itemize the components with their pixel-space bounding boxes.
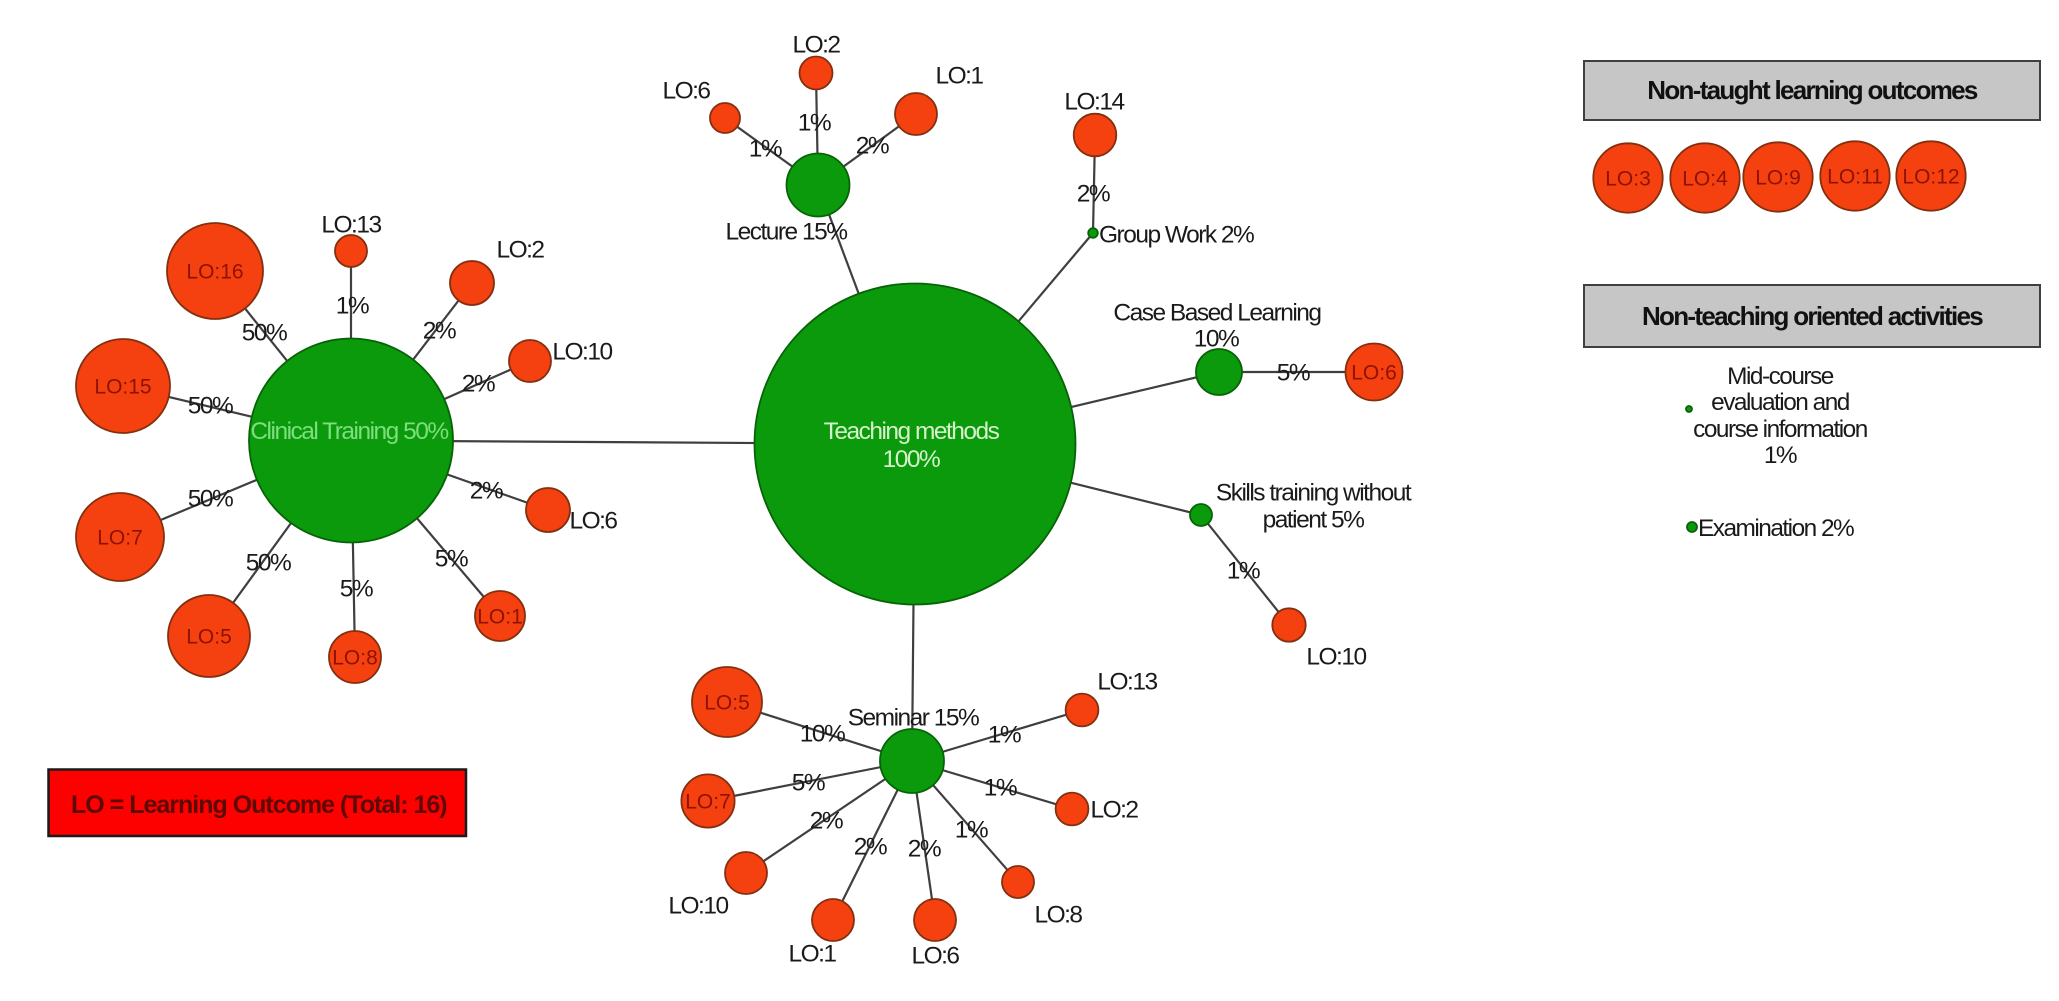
svg-text:Lecture 15%: Lecture 15%: [725, 219, 847, 246]
svg-text:Clinical Training 50%: Clinical Training 50%: [250, 418, 448, 445]
svg-text:LO:14: LO:14: [1064, 89, 1124, 116]
svg-text:5%: 5%: [792, 770, 825, 797]
svg-text:LO:1: LO:1: [935, 63, 983, 90]
svg-text:Mid-course: Mid-course: [1727, 363, 1834, 390]
svg-text:LO:7: LO:7: [97, 527, 143, 550]
svg-text:Seminar 15%: Seminar 15%: [848, 705, 979, 732]
svg-text:LO:13: LO:13: [321, 212, 381, 239]
svg-text:LO:10: LO:10: [552, 339, 612, 366]
svg-text:LO:10: LO:10: [668, 893, 728, 920]
svg-text:1%: 1%: [1764, 442, 1797, 469]
svg-text:LO:3: LO:3: [1605, 168, 1651, 191]
svg-text:LO:1: LO:1: [477, 606, 523, 629]
svg-text:100%: 100%: [883, 446, 940, 473]
svg-text:5%: 5%: [340, 576, 373, 603]
svg-text:LO:12: LO:12: [1902, 166, 1959, 189]
svg-text:LO:2: LO:2: [792, 32, 840, 59]
svg-text:LO:15: LO:15: [94, 376, 151, 399]
svg-text:LO:4: LO:4: [1682, 168, 1728, 191]
svg-text:1%: 1%: [984, 775, 1017, 802]
svg-text:Case Based Learning: Case Based Learning: [1113, 300, 1321, 327]
svg-text:2%: 2%: [462, 371, 495, 398]
svg-text:LO:6: LO:6: [569, 508, 617, 535]
svg-text:1%: 1%: [336, 293, 369, 320]
svg-text:50%: 50%: [188, 486, 233, 513]
svg-text:LO:2: LO:2: [496, 237, 544, 264]
svg-text:50%: 50%: [188, 393, 233, 420]
svg-text:LO:10: LO:10: [1306, 644, 1366, 671]
svg-text:LO = Learning Outcome (Total:: LO = Learning Outcome (Total: 16): [71, 791, 447, 819]
svg-text:LO:1: LO:1: [788, 941, 836, 968]
svg-text:10%: 10%: [800, 721, 845, 748]
svg-text:Teaching methods: Teaching methods: [824, 418, 1000, 445]
svg-text:1%: 1%: [749, 136, 782, 163]
svg-text:LO:7: LO:7: [685, 791, 731, 814]
svg-text:LO:6: LO:6: [911, 943, 959, 970]
svg-text:2%: 2%: [856, 133, 889, 160]
svg-text:LO:6: LO:6: [1351, 362, 1397, 385]
svg-text:LO:16: LO:16: [186, 261, 243, 284]
svg-text:evaluation and: evaluation and: [1711, 389, 1849, 416]
svg-text:LO:5: LO:5: [704, 692, 750, 715]
svg-text:2%: 2%: [908, 836, 941, 863]
svg-text:1%: 1%: [988, 722, 1021, 749]
svg-text:LO:13: LO:13: [1097, 669, 1157, 696]
svg-text:2%: 2%: [810, 808, 843, 835]
svg-text:Skills training without: Skills training without: [1216, 480, 1412, 507]
svg-text:LO:9: LO:9: [1755, 167, 1801, 190]
svg-text:course information: course information: [1693, 416, 1867, 443]
svg-text:10%: 10%: [1194, 326, 1239, 353]
svg-text:Non-taught learning outcomes: Non-taught learning outcomes: [1647, 75, 1978, 105]
svg-text:LO:5: LO:5: [186, 626, 232, 649]
svg-text:5%: 5%: [435, 546, 468, 573]
svg-text:LO:6: LO:6: [662, 78, 710, 105]
svg-text:50%: 50%: [246, 550, 291, 577]
svg-text:2%: 2%: [470, 478, 503, 505]
svg-text:LO:11: LO:11: [1827, 166, 1883, 189]
svg-text:50%: 50%: [242, 320, 287, 347]
svg-text:LO:8: LO:8: [332, 647, 378, 670]
svg-text:Group Work 2%: Group Work 2%: [1099, 222, 1254, 249]
svg-text:LO:8: LO:8: [1034, 902, 1082, 929]
svg-text:5%: 5%: [1277, 360, 1310, 387]
svg-text:1%: 1%: [1227, 558, 1260, 585]
svg-text:1%: 1%: [955, 817, 988, 844]
svg-text:2%: 2%: [423, 318, 456, 345]
svg-text:LO:2: LO:2: [1090, 797, 1138, 824]
svg-text:1%: 1%: [798, 110, 831, 137]
svg-text:2%: 2%: [1077, 181, 1110, 208]
svg-text:Examination 2%: Examination 2%: [1698, 515, 1854, 542]
svg-text:Non-teaching oriented activiti: Non-teaching oriented activities: [1642, 301, 1983, 331]
svg-text:2%: 2%: [854, 834, 887, 861]
svg-text:patient 5%: patient 5%: [1263, 507, 1364, 534]
